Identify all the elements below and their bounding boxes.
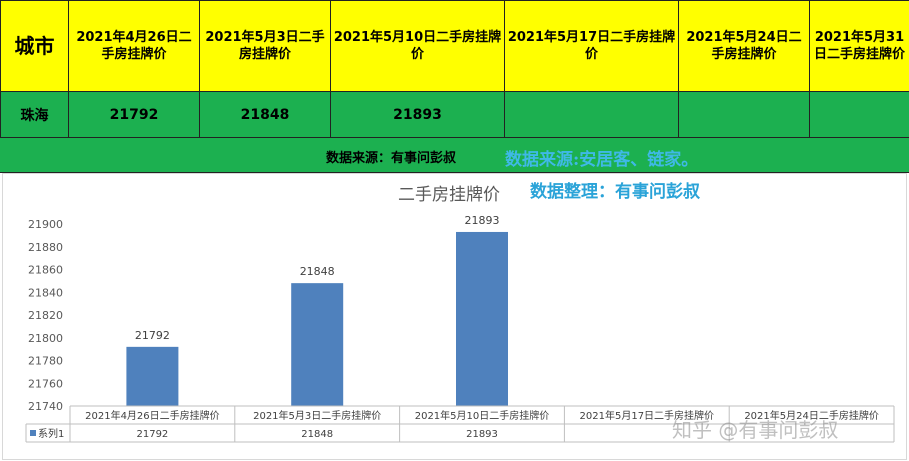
y-tick-label: 21900 [28, 218, 63, 231]
y-tick-label: 21800 [28, 332, 63, 345]
source-overlay-text: 数据来源:安居客、链家。 [505, 150, 699, 170]
bar [291, 283, 344, 406]
y-tick-label: 21760 [28, 377, 63, 390]
watermark: 知乎 @有事问彭叔 [672, 418, 839, 442]
overlay-note: 数据整理：有事问彭叔 [530, 182, 700, 202]
legend-swatch [30, 430, 36, 436]
x-tick-label: 2021年5月10日二手房挂牌价 [415, 409, 550, 422]
x-tick-label: 2021年5月17日二手房挂牌价 [580, 409, 715, 422]
data-label: 21792 [135, 329, 170, 342]
date-header: 2021年5月3日二手房挂牌价 [199, 0, 331, 92]
price-table: 城市 2021年4月26日二手房挂牌价 2021年5月3日二手房挂牌价 2021… [0, 0, 909, 138]
price-cell: 21792 [68, 91, 200, 138]
chart-area [2, 173, 907, 460]
date-header: 2021年5月10日二手房挂牌价 [330, 0, 505, 92]
data-table-value: 21893 [466, 429, 498, 440]
date-header: 2021年5月31日二手房挂牌价 [809, 0, 909, 92]
price-cell [504, 91, 679, 138]
price-cell: 21893 [330, 91, 505, 138]
bar [126, 346, 179, 406]
y-tick-label: 21820 [28, 309, 63, 322]
city-header: 城市 [0, 0, 69, 92]
city-cell: 珠海 [0, 91, 69, 138]
data-label: 21893 [465, 214, 500, 227]
y-tick-label: 21740 [28, 400, 63, 413]
source-text: 数据来源：有事问彭叔 [326, 151, 457, 166]
data-table-value: 21848 [301, 429, 333, 440]
y-tick-label: 21880 [28, 241, 63, 254]
x-tick-label: 2021年4月26日二手房挂牌价 [85, 409, 220, 422]
price-cell: 21848 [199, 91, 331, 138]
table-header-row: 城市 2021年4月26日二手房挂牌价 2021年5月3日二手房挂牌价 2021… [0, 0, 909, 92]
legend-series-name: 系列1 [38, 427, 64, 440]
x-tick-label: 2021年5月3日二手房挂牌价 [253, 409, 381, 422]
data-label: 21848 [300, 265, 335, 278]
date-header: 2021年5月24日二手房挂牌价 [678, 0, 810, 92]
table-row: 珠海 21792 21848 21893 [0, 91, 909, 138]
source-bar: 数据来源：有事问彭叔 数据来源:安居客、链家。 [0, 138, 909, 173]
price-cell [678, 91, 810, 138]
y-tick-label: 21860 [28, 264, 63, 277]
chart-title: 二手房挂牌价 [398, 185, 500, 205]
x-tick-label: 2021年5月24日二手房挂牌价 [744, 409, 879, 422]
y-tick-label: 21840 [28, 286, 63, 299]
price-cell [809, 91, 909, 138]
data-table-value: 21792 [136, 429, 168, 440]
y-tick-label: 21780 [28, 355, 63, 368]
bar [456, 231, 508, 406]
